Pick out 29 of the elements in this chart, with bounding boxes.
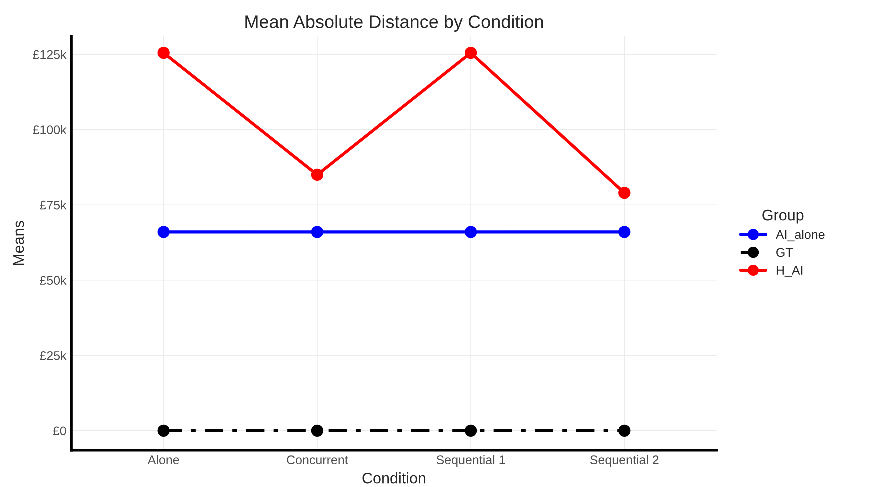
legend-label: GT [776,248,794,258]
point [158,47,170,60]
y-tick-label: £75k [40,200,67,210]
point [464,47,478,60]
x-axis-title: Condition [362,472,426,484]
legend-label: AI_alone [776,230,825,242]
legend-title: Group [762,210,804,224]
point [618,226,631,238]
point [311,424,324,437]
point [158,226,170,238]
y-tick-label: £50k [40,276,67,286]
x-tick-label: Alone [148,455,180,465]
y-tick-label: £25k [40,351,67,360]
point [464,226,478,238]
point [311,226,324,238]
point [311,168,324,182]
y-axis-title: Means [14,221,24,266]
point [158,424,170,437]
y-tick-label: £125k [33,50,67,60]
y-tick-label: £0 [53,426,66,436]
legend-label: H_AI [776,266,803,278]
x-tick-label: Concurrent [287,456,348,465]
x-tick-label: Sequential 1 [436,455,506,467]
x-tick-label: Sequential 2 [590,455,659,467]
point [618,424,631,437]
y-tick-label: £100k [33,125,67,135]
chart-title: Mean Absolute Distance by Condition [246,15,544,32]
point [618,187,631,200]
point [464,424,478,437]
